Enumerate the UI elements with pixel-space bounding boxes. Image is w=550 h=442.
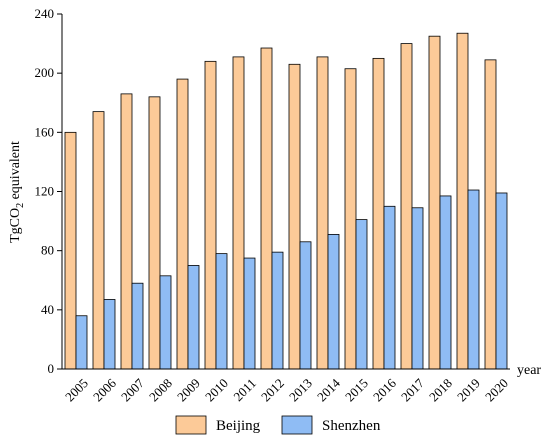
bar-beijing-2012 <box>260 47 273 370</box>
y-tick-label: 40 <box>41 302 54 317</box>
x-tick-label: 2006 <box>90 375 119 404</box>
bar-beijing-2006 <box>92 111 105 370</box>
bar-shenzhen-2010 <box>215 253 228 370</box>
bar-shenzhen-2005 <box>75 315 88 370</box>
bar-beijing-2014 <box>316 56 329 370</box>
bar-shenzhen-2019 <box>467 189 480 370</box>
y-tick-label: 0 <box>48 361 55 376</box>
bar-shenzhen-2009 <box>187 265 200 370</box>
x-tick-label: 2018 <box>426 375 455 404</box>
x-tick-label: 2010 <box>202 375 231 404</box>
bar-shenzhen-2017 <box>411 207 424 370</box>
bar-shenzhen-2013 <box>299 241 312 370</box>
bar-shenzhen-2011 <box>243 257 256 370</box>
x-tick-label: 2015 <box>342 375 371 404</box>
bar-shenzhen-2008 <box>159 275 172 370</box>
bar-beijing-2013 <box>288 63 301 370</box>
x-tick-label: 2014 <box>314 375 343 404</box>
bar-beijing-2009 <box>176 78 189 370</box>
x-tick-label: 2012 <box>258 375 287 404</box>
bar-shenzhen-2015 <box>355 219 368 370</box>
bar-beijing-2019 <box>456 32 469 370</box>
x-tick-label: 2017 <box>398 375 427 404</box>
bar-beijing-2020 <box>484 59 497 370</box>
bar-beijing-2015 <box>344 68 357 370</box>
bar-beijing-2005 <box>64 131 77 370</box>
y-axis-label: TgCO2 equivalent <box>8 141 26 243</box>
y-tick-label: 240 <box>35 6 55 21</box>
x-tick-label: 2013 <box>286 375 315 404</box>
x-ticks-group: 2005 2006 2007 2008 2009 2010 2011 2012 2013 2014… <box>62 375 511 404</box>
y-ticks-group: 0 40 80 120 160 200 240 <box>35 6 62 376</box>
x-tick-label: 2016 <box>370 375 399 404</box>
y-tick-label: 80 <box>41 243 54 258</box>
y-tick-label: 120 <box>35 184 55 199</box>
bar-beijing-2018 <box>428 35 441 370</box>
bar-beijing-2007 <box>120 93 133 370</box>
x-tick-label: 2005 <box>62 375 91 404</box>
bar-shenzhen-2012 <box>271 251 284 370</box>
y-tick-label: 160 <box>35 124 55 139</box>
legend: Beijing Shenzhen <box>175 415 381 435</box>
legend-label-shenzhen: Shenzhen <box>322 418 381 434</box>
bar-shenzhen-2018 <box>439 195 452 370</box>
legend-label-beijing: Beijing <box>216 418 261 434</box>
bar-shenzhen-2006 <box>103 299 116 370</box>
x-axis-label: year <box>517 363 541 378</box>
bar-shenzhen-2016 <box>383 205 396 370</box>
bar-shenzhen-2014 <box>327 233 340 370</box>
bar-shenzhen-2007 <box>131 282 144 370</box>
bar-beijing-2017 <box>400 43 413 370</box>
bar-shenzhen-2020 <box>495 192 508 370</box>
legend-swatch-beijing <box>175 415 207 435</box>
x-tick-label: 2008 <box>146 375 175 404</box>
x-tick-label: 2019 <box>454 375 483 404</box>
x-tick-label: 2011 <box>230 375 259 404</box>
x-tick-label: 2009 <box>174 375 203 404</box>
legend-swatch-shenzhen <box>281 415 313 435</box>
bar-beijing-2008 <box>148 96 161 370</box>
y-tick-label: 200 <box>35 65 55 80</box>
x-tick-label: 2007 <box>118 375 147 404</box>
bar-beijing-2011 <box>232 56 245 370</box>
x-tick-label: 2020 <box>482 375 511 404</box>
bar-beijing-2016 <box>372 57 385 370</box>
bars-group <box>64 32 508 370</box>
bar-beijing-2010 <box>204 60 217 370</box>
